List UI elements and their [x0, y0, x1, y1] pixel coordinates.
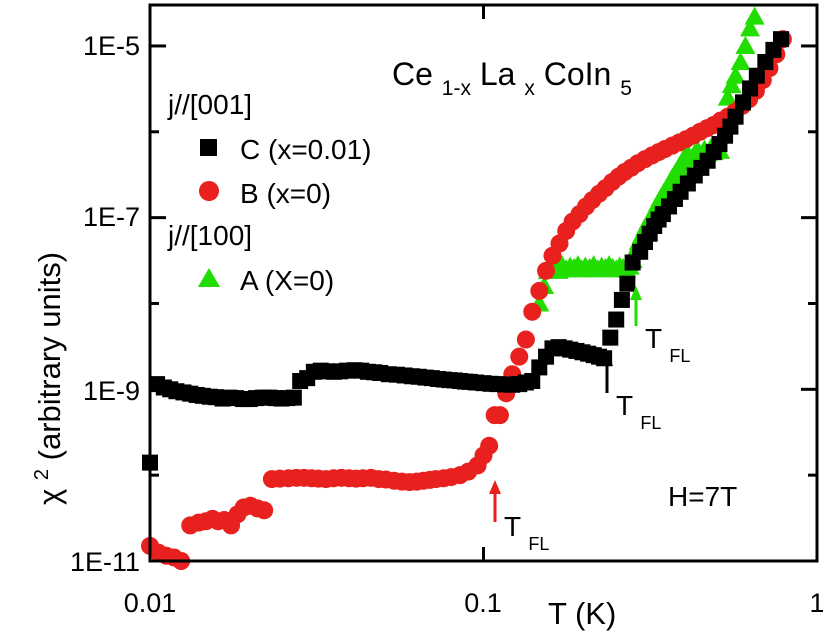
- title-subscript: 1-x: [442, 77, 472, 100]
- y-tick-label: 1E-9: [83, 376, 140, 406]
- y-axis-title: χ 2 (arbitrary units): [20, 252, 67, 505]
- title-part: La: [480, 56, 516, 92]
- tfl-subscript: FL: [528, 534, 549, 554]
- y-tick-label: 1E-7: [83, 202, 140, 232]
- legend-group-label: j//[100]: [167, 220, 252, 251]
- chart-title: Ce 1-x La x CoIn 5: [392, 56, 632, 102]
- tfl-marker-green: T FL: [630, 286, 690, 366]
- title-part: Ce: [392, 56, 433, 92]
- legend-entry: B (x=0): [240, 178, 331, 209]
- legend: j//[001] C (x=0.01) B (x=0) j//[100] A (…: [167, 89, 372, 296]
- data-point-square: [613, 291, 630, 308]
- field-annotation: H=7T: [668, 481, 737, 512]
- data-point-square: [773, 31, 790, 48]
- legend-group-label: j//[001]: [167, 89, 252, 120]
- svg-text:T FL: T FL: [504, 511, 549, 554]
- tfl-label: T: [616, 390, 633, 421]
- data-point-circle: [523, 302, 542, 321]
- data-point-circle: [516, 330, 535, 349]
- tfl-marker-black: T FL: [601, 352, 661, 433]
- data-point-square: [608, 311, 625, 328]
- data-point-square: [757, 54, 774, 71]
- data-point-square: [524, 372, 541, 389]
- y-axis-title-text: (arbitrary units): [32, 252, 67, 460]
- y-axis-symbol: χ: [32, 489, 67, 505]
- legend-square-marker: [200, 139, 217, 156]
- y-axis-superscript: 2: [31, 469, 53, 480]
- title-part: CoIn: [544, 56, 612, 92]
- data-point-triangle: [735, 35, 756, 54]
- data-point-square: [285, 389, 302, 406]
- y-tick-label: 1E-5: [83, 31, 140, 61]
- plot-area: [141, 6, 792, 570]
- data-point-circle: [510, 347, 529, 366]
- tfl-label: T: [645, 323, 662, 354]
- x-tick-label: 0.01: [124, 588, 177, 618]
- title-subscript: x: [524, 77, 535, 100]
- data-point-circle: [255, 501, 274, 520]
- legend-triangle-marker: [198, 268, 220, 287]
- tfl-label: T: [504, 511, 521, 542]
- x-tick-label: 1: [809, 588, 823, 618]
- data-point-circle: [490, 406, 509, 425]
- data-point-circle: [480, 436, 499, 455]
- data-point-triangle: [721, 75, 742, 94]
- data-point-circle: [537, 261, 556, 280]
- data-point-triangle: [744, 6, 765, 25]
- legend-circle-marker: [199, 181, 219, 201]
- data-point-square: [748, 67, 765, 84]
- tfl-subscript: FL: [669, 346, 690, 366]
- x-axis-title: T (K): [548, 596, 616, 631]
- svg-text:T FL: T FL: [645, 323, 690, 366]
- data-point-triangle: [717, 87, 738, 106]
- tfl-marker-red: T FL: [489, 480, 549, 554]
- data-point-triangle: [730, 52, 751, 71]
- data-point-circle: [530, 281, 549, 300]
- legend-entry: A (X=0): [240, 265, 334, 296]
- title-subscript: 5: [620, 77, 632, 100]
- tfl-subscript: FL: [640, 413, 661, 433]
- data-point-triangle: [725, 65, 746, 84]
- axis-ticks: [148, 5, 819, 563]
- data-point-square: [619, 275, 636, 292]
- data-point-triangle: [740, 18, 761, 37]
- legend-entry: C (x=0.01): [240, 134, 372, 165]
- data-point-square: [742, 80, 759, 97]
- x-tick-label: 0.1: [464, 588, 502, 618]
- data-point-square: [727, 108, 744, 125]
- data-point-square: [602, 329, 619, 346]
- data-point-square: [735, 94, 752, 111]
- svg-text:T FL: T FL: [616, 390, 661, 433]
- y-tick-label: 1E-11: [70, 547, 140, 577]
